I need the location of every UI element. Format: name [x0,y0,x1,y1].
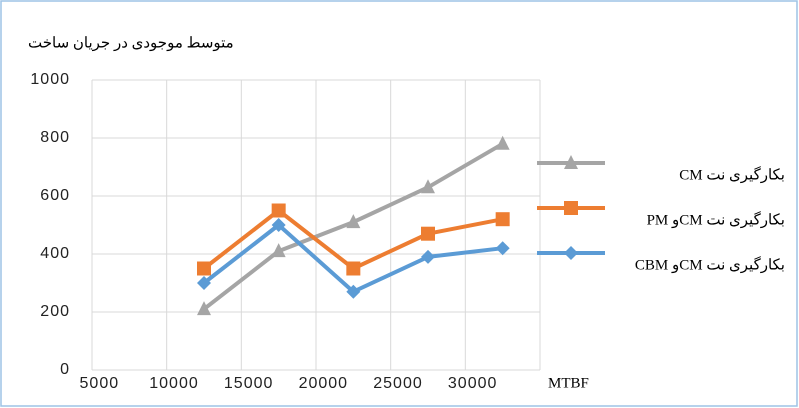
data-point [495,241,510,256]
chart-title: متوسط موجودی در جریان ساخت [28,35,234,51]
data-point [495,212,510,227]
y-tick-label: 1000 [30,71,70,88]
y-tick-label: 400 [40,245,70,262]
data-point [197,276,211,290]
y-tick-label: 0 [60,361,70,378]
x-tick-label: 25000 [373,375,423,392]
x-tick-label: 15000 [224,375,274,392]
x-axis-label: MTBF [548,375,589,391]
y-tick-label: 600 [40,187,70,204]
data-point [271,243,286,258]
x-tick-label: 20000 [299,375,349,392]
data-point [346,261,361,276]
legend-marker [564,201,578,215]
legend-label: بکارگیری نت CM [679,165,785,183]
data-point [421,226,435,241]
y-tick-label: 800 [40,129,70,146]
data-point [421,249,435,264]
data-point [271,218,286,232]
x-tick-label: 30000 [448,375,498,392]
y-tick-label: 200 [40,303,70,320]
data-point [271,203,286,218]
data-point [197,261,211,276]
data-point [495,135,510,150]
legend-marker [564,155,578,169]
legend-marker [564,246,578,260]
x-tick-label: 10000 [149,375,199,392]
data-point [346,214,361,229]
data-point [421,179,435,194]
legend-label: بکارگیری نت CMو CBM [635,255,785,273]
data-point [197,301,211,316]
legend-label: بکارگیری نت CMو PM [647,210,785,228]
data-point [346,284,361,299]
x-tick-label: 5000 [80,375,120,392]
